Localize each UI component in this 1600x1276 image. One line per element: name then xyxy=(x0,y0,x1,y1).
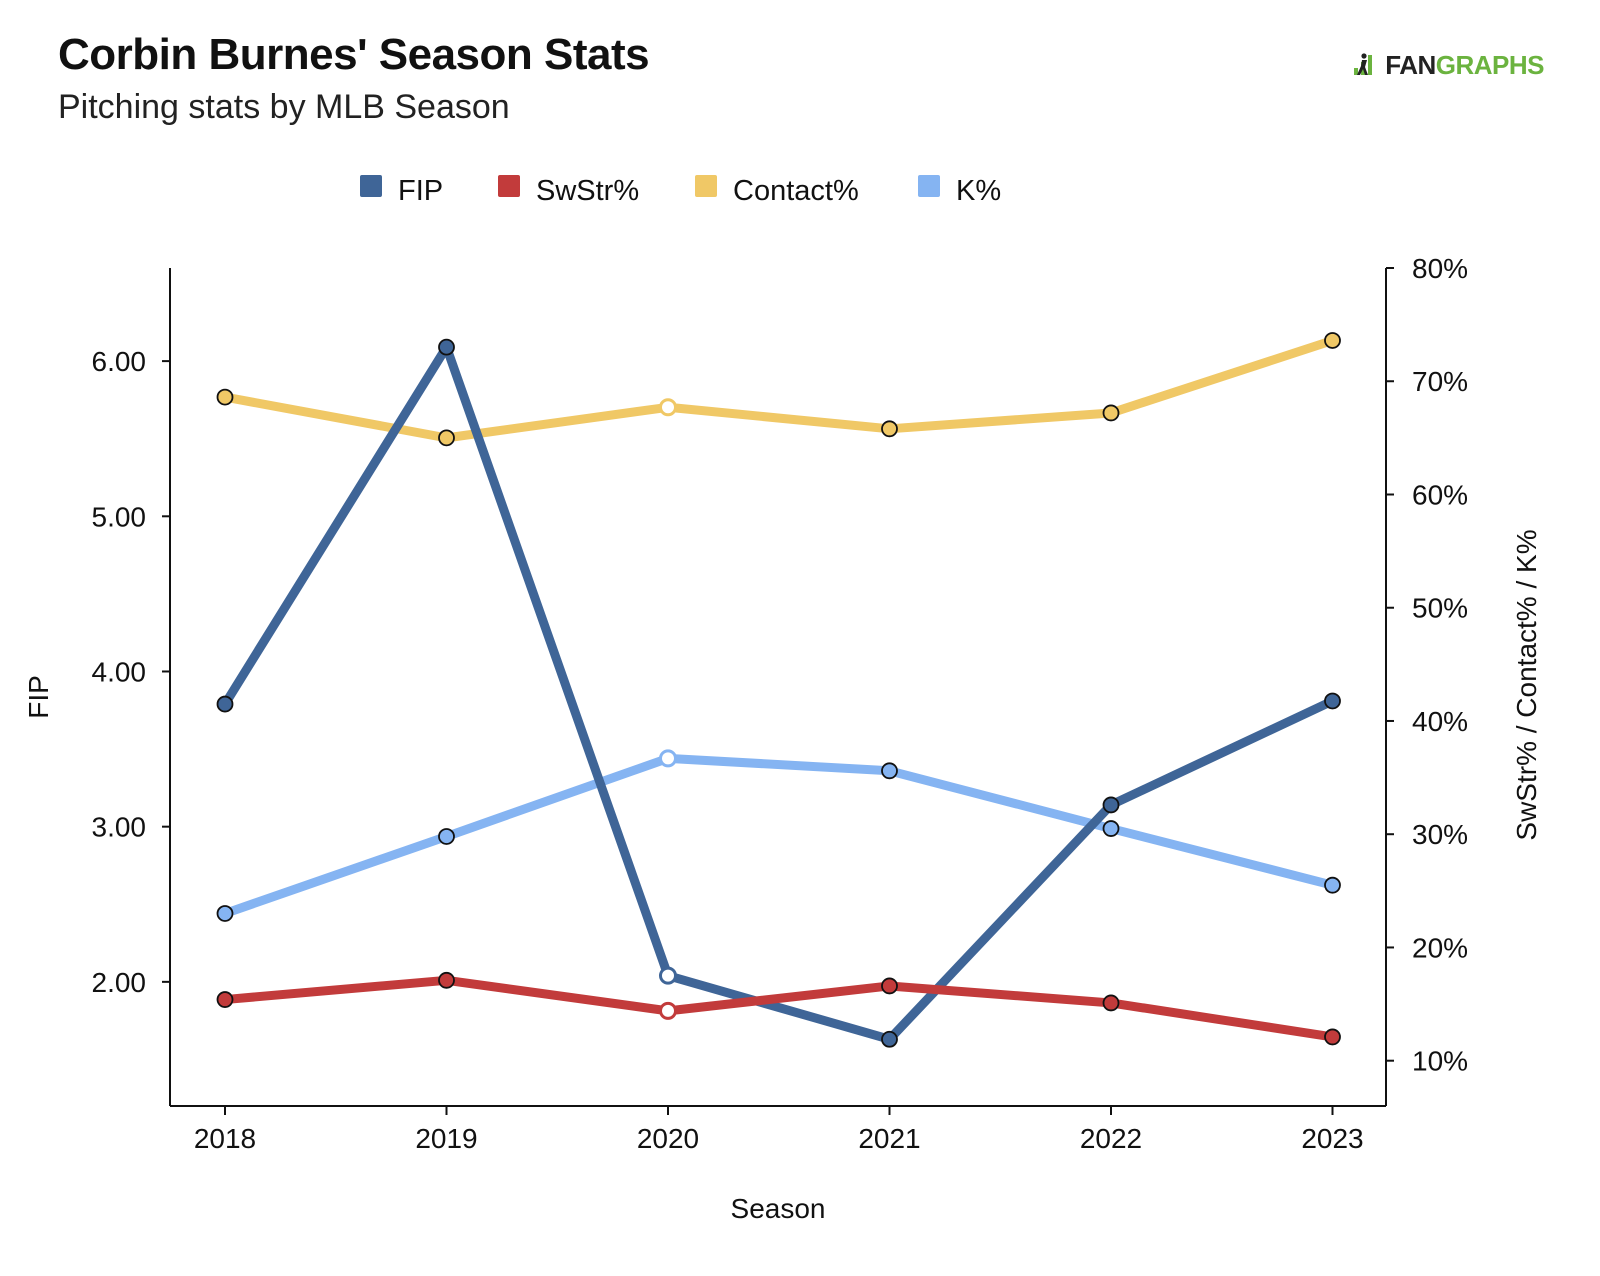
left-axis-tick-label: 3.00 xyxy=(92,812,147,843)
right-axis-tick-label: 40% xyxy=(1412,706,1468,737)
chart-legend: FIP SwStr% Contact% K% xyxy=(360,175,1001,207)
data-point-k-pct xyxy=(1102,820,1120,837)
left-axis-tick-label: 2.00 xyxy=(92,967,147,998)
right-axis-tick-label: 70% xyxy=(1412,366,1468,397)
right-axis-tick-label: 30% xyxy=(1412,819,1468,850)
x-axis-tick-label: 2022 xyxy=(1080,1123,1142,1154)
legend-label-swstr-pct: SwStr% xyxy=(536,175,639,207)
logo-text-fan: FAN xyxy=(1385,50,1436,80)
right-axis-tick-label: 60% xyxy=(1412,479,1468,510)
data-point-swstr-pct xyxy=(659,1001,677,1020)
legend-swatch-fip xyxy=(360,175,382,197)
data-point-k-pct xyxy=(659,749,677,768)
x-axis-tick-label: 2021 xyxy=(858,1123,920,1154)
data-point-swstr-pct xyxy=(1324,1028,1341,1046)
x-axis-tick-label: 2019 xyxy=(415,1123,477,1154)
x-axis-tick-label: 2023 xyxy=(1301,1123,1363,1154)
left-axis-tick-label: 6.00 xyxy=(92,346,147,377)
right-axis-title: SwStr% / Contact% / K% xyxy=(1511,529,1542,840)
right-axis-tick-label: 50% xyxy=(1412,593,1468,624)
data-point-contact-pct xyxy=(659,398,677,417)
legend-label-fip: FIP xyxy=(398,175,443,207)
data-point-k-pct xyxy=(881,762,898,780)
chart-subtitle: Pitching stats by MLB Season xyxy=(58,88,510,126)
data-point-swstr-pct xyxy=(1102,994,1120,1012)
series-line-k-pct xyxy=(220,753,1337,918)
chart-series-points xyxy=(216,332,1341,1048)
legend-swatch-contact-pct xyxy=(695,175,717,197)
chart-series-lines xyxy=(220,335,1337,1044)
x-axis-title: Season xyxy=(731,1193,826,1224)
data-point-k-pct xyxy=(216,905,234,922)
series-line-swstr-pct xyxy=(220,975,1337,1042)
series-line-fip xyxy=(220,342,1337,1044)
data-point-contact-pct xyxy=(438,429,455,447)
left-axis-tick-label: 5.00 xyxy=(92,501,147,532)
right-axis-tick-label: 10% xyxy=(1412,1046,1468,1077)
right-axis-tick-label: 80% xyxy=(1412,253,1468,284)
legend-swatch-swstr-pct xyxy=(498,175,520,197)
data-point-swstr-pct xyxy=(216,991,234,1008)
x-axis-tick-label: 2020 xyxy=(637,1123,699,1154)
data-point-contact-pct xyxy=(881,420,898,438)
legend-swatch-k-pct xyxy=(918,175,940,197)
legend-label-contact-pct: Contact% xyxy=(733,175,859,207)
data-point-fip xyxy=(1324,692,1341,710)
right-axis-tick-label: 20% xyxy=(1412,932,1468,963)
left-axis-tick-label: 4.00 xyxy=(92,656,147,687)
data-point-fip xyxy=(438,338,455,356)
data-point-swstr-pct xyxy=(881,977,898,995)
data-point-fip xyxy=(659,966,677,985)
data-point-k-pct xyxy=(438,828,455,845)
chart-title: Corbin Burnes' Season Stats xyxy=(58,30,650,79)
left-axis-title: FIP xyxy=(23,675,54,719)
x-axis-tick-label: 2018 xyxy=(194,1123,256,1154)
data-point-contact-pct xyxy=(1324,332,1341,349)
data-point-fip xyxy=(216,695,234,713)
fangraphs-logo-icon xyxy=(1354,53,1373,75)
data-point-contact-pct xyxy=(216,388,234,406)
data-point-swstr-pct xyxy=(438,971,455,989)
data-point-k-pct xyxy=(1324,876,1341,894)
data-point-fip xyxy=(881,1030,898,1048)
series-line-contact-pct xyxy=(220,335,1337,443)
fangraphs-logo[interactable]: FANGRAPHS xyxy=(1353,50,1545,81)
logo-text-graphs: GRAPHS xyxy=(1435,50,1545,80)
legend-label-k-pct: K% xyxy=(956,175,1001,207)
chart-axes: 2.00 3.00 4.00 5.00 6.00 10% 20% 30% 40% 50% 60% 70… xyxy=(23,253,1542,1224)
data-point-contact-pct xyxy=(1102,404,1120,422)
data-point-fip xyxy=(1102,796,1120,814)
